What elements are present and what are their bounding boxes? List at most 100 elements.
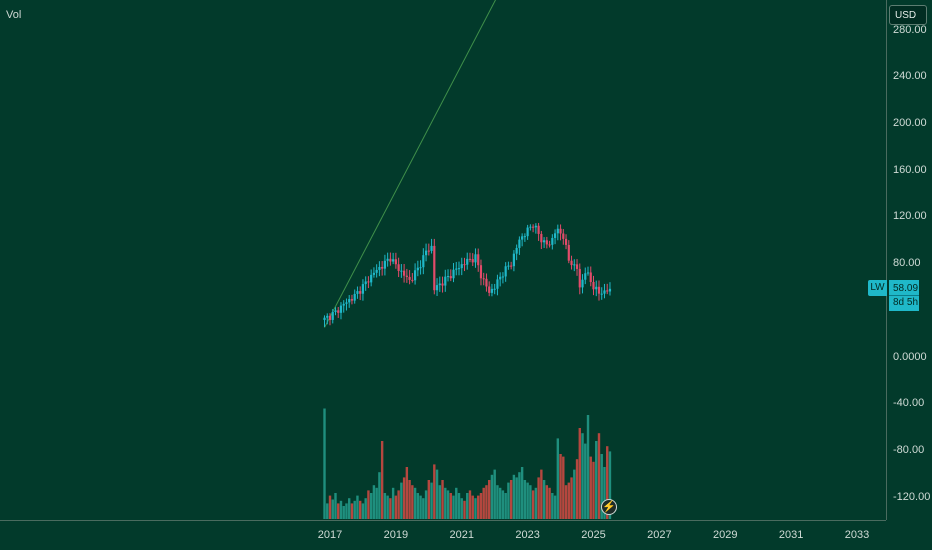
volume-bar <box>383 493 387 519</box>
volume-bar <box>501 490 505 519</box>
volume-bar <box>564 485 568 519</box>
price-candle <box>526 224 529 240</box>
candle-body <box>438 283 441 286</box>
candle-body <box>529 226 532 228</box>
price-candle <box>460 257 463 276</box>
price-candle <box>532 224 535 233</box>
price-candle <box>485 273 488 292</box>
candle-body <box>389 258 392 262</box>
volume-bar <box>452 495 455 519</box>
price-tick-label: 80.00 <box>893 257 921 270</box>
volume-bar <box>342 506 345 519</box>
volume-bar <box>364 498 367 519</box>
volume-bar <box>551 493 554 519</box>
volume-bar <box>553 495 557 519</box>
candle-body <box>424 250 428 256</box>
candle-body <box>392 259 395 262</box>
price-candle <box>452 263 455 283</box>
volume-bar <box>608 451 612 519</box>
price-candle <box>584 267 587 285</box>
price-candle <box>542 237 546 248</box>
price-candle <box>564 234 568 250</box>
trendline[interactable] <box>324 0 517 328</box>
volume-bar <box>455 487 458 519</box>
time-tick-label: 2021 <box>449 529 474 541</box>
candle-body <box>446 276 450 278</box>
time-axis-line <box>0 520 886 521</box>
volume-bar <box>559 454 562 519</box>
candle-body <box>512 253 516 267</box>
volume-bar <box>386 495 389 519</box>
symbol-label: LW <box>868 280 887 296</box>
price-candle <box>334 307 337 316</box>
price-candle <box>592 275 595 296</box>
candle-body <box>562 233 565 239</box>
candle-body <box>375 269 378 273</box>
price-candle <box>441 276 444 293</box>
volume-bar <box>531 490 535 519</box>
price-candle <box>350 294 354 305</box>
volume-bar <box>367 490 370 519</box>
volume-bar <box>405 467 409 519</box>
volume-legend-label[interactable]: Vol <box>6 9 22 21</box>
lightning-icon[interactable]: ⚡ <box>601 499 617 515</box>
candle-body <box>405 275 408 277</box>
candle-body <box>575 264 579 269</box>
candle-body <box>608 288 612 292</box>
candle-body <box>411 279 414 281</box>
volume-bar <box>468 490 472 519</box>
volume-bar <box>411 485 414 519</box>
candle-body <box>326 315 329 318</box>
price-candle <box>589 266 592 287</box>
candle-body <box>521 236 524 240</box>
candle-body <box>466 258 469 265</box>
volume-bar <box>326 503 329 519</box>
candle-body <box>345 302 348 304</box>
volume-bar <box>496 485 499 519</box>
volume-bar <box>361 503 365 519</box>
volume-bar <box>463 500 466 519</box>
volume-bar <box>529 485 532 519</box>
price-candle <box>474 248 477 268</box>
price-axis[interactable] <box>886 0 932 520</box>
price-candle <box>422 248 425 275</box>
price-candle <box>575 259 579 276</box>
price-candle <box>578 263 581 295</box>
price-candle <box>556 224 559 241</box>
volume-bar <box>369 493 373 519</box>
volume-bar <box>509 480 513 519</box>
volume-bar <box>490 474 494 519</box>
candle-body <box>507 265 510 267</box>
candle-body <box>394 259 397 265</box>
candle-body <box>532 226 535 228</box>
volume-bar <box>485 485 488 519</box>
price-candle <box>449 269 452 282</box>
volume-bar <box>466 493 469 519</box>
candle-body <box>523 236 526 238</box>
candle-body <box>400 270 403 272</box>
volume-bar <box>331 499 334 519</box>
volume-bar <box>548 487 551 519</box>
volume-bar <box>482 487 485 519</box>
candle-body <box>331 311 334 320</box>
volume-bar <box>504 493 507 519</box>
volume-bar <box>345 503 348 519</box>
price-candle <box>479 259 483 286</box>
volume-bar <box>545 485 549 519</box>
currency-selector[interactable]: USD <box>889 5 927 25</box>
candle-body <box>342 303 345 306</box>
price-candle <box>567 240 570 264</box>
volume-bar <box>606 446 609 519</box>
volume-bar <box>595 441 598 519</box>
price-candle <box>345 298 348 311</box>
price-candle <box>562 229 565 245</box>
price-candle <box>512 250 516 272</box>
price-candle <box>444 269 447 292</box>
volume-bar <box>578 428 581 519</box>
price-candle <box>521 233 524 247</box>
price-candle <box>553 229 557 245</box>
volume-bar <box>600 454 603 519</box>
price-candle <box>386 252 389 267</box>
volume-bar <box>391 487 395 519</box>
